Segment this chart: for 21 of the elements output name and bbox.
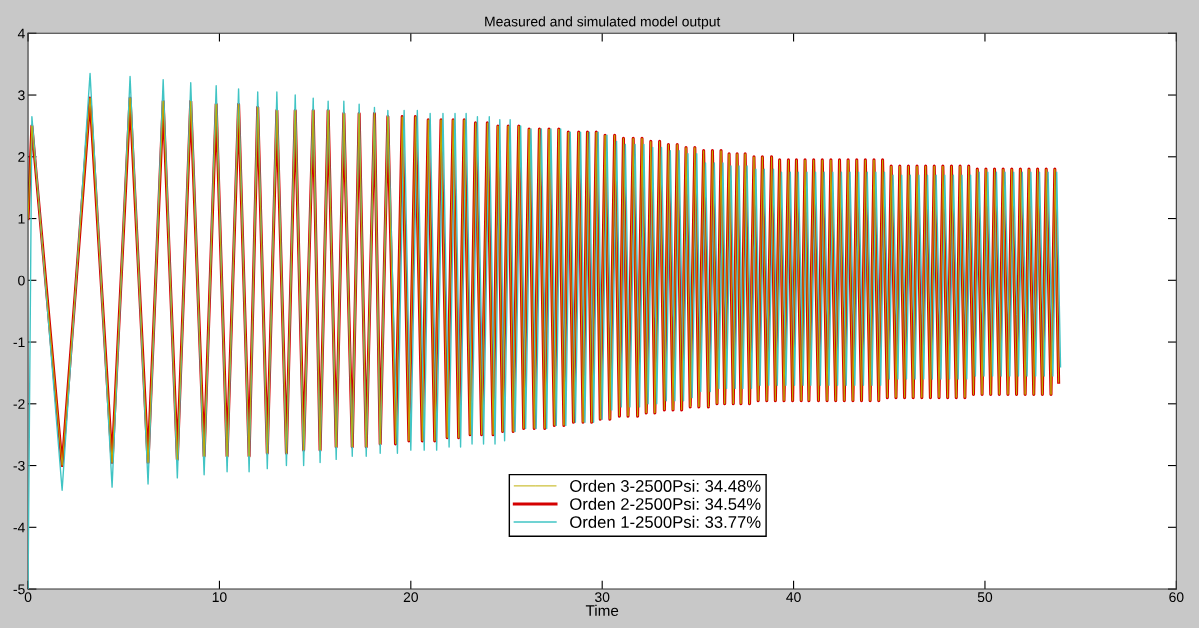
legend-label: Orden 1-2500Psi: 33.77%	[570, 515, 761, 528]
x-tick-label: 20	[403, 592, 418, 603]
x-tick-label: 30	[595, 592, 610, 603]
y-tick-label: 1	[18, 214, 25, 224]
y-tick-label: -2	[13, 399, 25, 409]
chart-title: Measured and simulated model output	[485, 16, 721, 30]
x-tick-label: 60	[1169, 592, 1184, 603]
x-axis-title: Time	[585, 604, 619, 617]
legend-label: Orden 3-2500Psi: 34.48%	[570, 479, 761, 492]
y-tick-label: -1	[13, 337, 25, 348]
y-tick-label: -5	[13, 584, 25, 595]
x-tick-label: 40	[786, 592, 801, 603]
y-tick-label: -3	[13, 460, 25, 471]
x-tick-label: 10	[212, 592, 227, 603]
x-tick-label: 50	[977, 592, 993, 603]
y-tick-label: 4	[17, 28, 25, 39]
y-tick-label: -4	[13, 522, 25, 533]
legend-label: Orden 2-2500Psi: 34.54%	[570, 497, 761, 510]
y-tick-label: 3	[18, 90, 25, 101]
y-tick-label: 2	[18, 152, 25, 162]
y-tick-label: 0	[18, 275, 25, 286]
